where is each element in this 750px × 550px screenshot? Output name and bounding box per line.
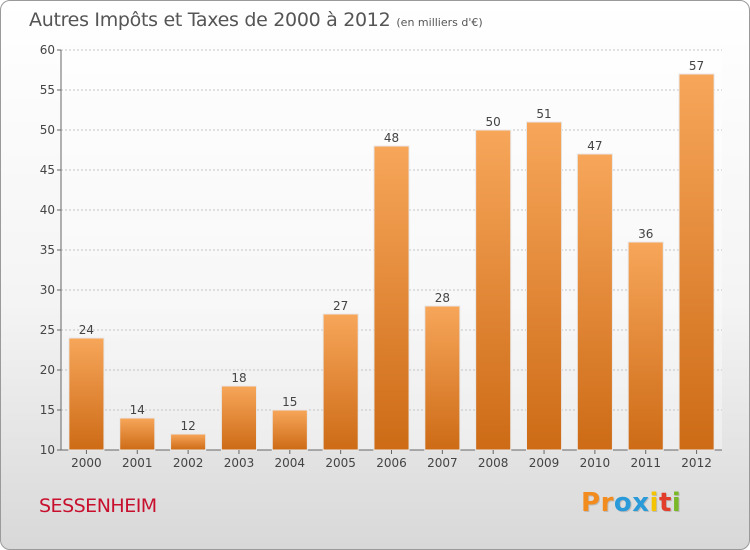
bar bbox=[220, 385, 258, 451]
y-tick-label: 60 bbox=[40, 43, 55, 57]
bar-value-label: 15 bbox=[282, 395, 297, 409]
y-tick-label: 40 bbox=[40, 203, 55, 217]
x-tick-label: 2005 bbox=[325, 456, 356, 470]
y-tick-label: 15 bbox=[40, 403, 55, 417]
y-tick-label: 55 bbox=[40, 83, 55, 97]
logo-letter: t bbox=[658, 488, 672, 518]
bar bbox=[322, 313, 359, 451]
bar-value-label: 12 bbox=[180, 419, 195, 433]
bar-value-label: 28 bbox=[435, 291, 450, 305]
logo-letter: r bbox=[600, 488, 614, 518]
x-tick-label: 2001 bbox=[122, 456, 153, 470]
x-tick-label: 2002 bbox=[173, 456, 204, 470]
bar-value-label: 14 bbox=[130, 403, 145, 417]
y-tick-label: 50 bbox=[40, 123, 55, 137]
bar bbox=[271, 409, 308, 451]
x-tick-label: 2000 bbox=[71, 456, 102, 470]
bar bbox=[627, 241, 664, 451]
x-tick-label: 2009 bbox=[529, 456, 560, 470]
bar bbox=[576, 153, 613, 451]
logo-letter: P bbox=[581, 488, 601, 518]
bar-value-label: 48 bbox=[384, 131, 399, 145]
x-tick-label: 2008 bbox=[478, 456, 509, 470]
logo-letter: i bbox=[649, 488, 659, 518]
proxiti-logo: Proxiti bbox=[581, 488, 681, 518]
title-row: Autres Impôts et Taxes de 2000 à 2012 (en… bbox=[29, 9, 483, 31]
bar bbox=[678, 73, 715, 451]
bar bbox=[119, 417, 156, 451]
bar-value-label: 50 bbox=[486, 115, 501, 129]
bar bbox=[475, 129, 512, 451]
x-tick-label: 2003 bbox=[224, 456, 255, 470]
x-tick-label: 2010 bbox=[580, 456, 611, 470]
y-tick-label: 20 bbox=[40, 363, 55, 377]
x-tick-label: 2006 bbox=[376, 456, 407, 470]
bar bbox=[68, 337, 105, 451]
y-tick-label: 25 bbox=[40, 323, 55, 337]
bar-value-label: 18 bbox=[231, 371, 246, 385]
logo-letter: i bbox=[671, 488, 682, 518]
x-tick-label: 2011 bbox=[630, 456, 661, 470]
logo-letter: x bbox=[632, 488, 650, 518]
bar-value-label: 27 bbox=[333, 299, 348, 313]
bar-value-label: 24 bbox=[79, 323, 94, 337]
bar-value-label: 47 bbox=[587, 139, 602, 153]
bar bbox=[373, 145, 410, 451]
y-tick-label: 35 bbox=[40, 243, 55, 257]
y-tick-label: 45 bbox=[40, 163, 55, 177]
chart-unit-label: (en milliers d'€) bbox=[396, 16, 483, 29]
bar bbox=[170, 433, 207, 451]
bar bbox=[525, 121, 563, 451]
x-tick-label: 2012 bbox=[681, 456, 712, 470]
chart-title: Autres Impôts et Taxes de 2000 à 2012 bbox=[29, 9, 391, 31]
commune-name: SESSENHEIM bbox=[39, 495, 157, 517]
x-tick-label: 2004 bbox=[275, 456, 306, 470]
bar-value-label: 51 bbox=[536, 107, 551, 121]
bar-value-label: 36 bbox=[638, 227, 653, 241]
bar-value-label: 57 bbox=[689, 59, 704, 73]
x-tick-label: 2007 bbox=[427, 456, 458, 470]
y-tick-label: 30 bbox=[40, 283, 55, 297]
logo-letter: o bbox=[613, 488, 633, 518]
bar bbox=[424, 305, 461, 451]
y-tick-label: 10 bbox=[40, 443, 55, 457]
